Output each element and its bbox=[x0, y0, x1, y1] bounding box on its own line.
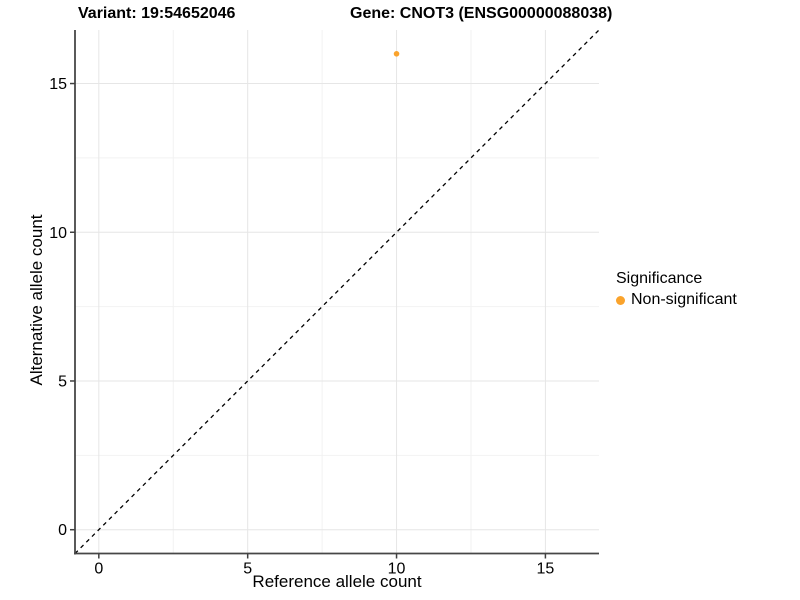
identity-line bbox=[74, 29, 600, 554]
variant-title: Variant: 19:54652046 bbox=[78, 5, 236, 22]
x-tick-label: 15 bbox=[537, 561, 555, 578]
legend-item: Non-significant bbox=[616, 291, 737, 309]
legend: Significance Non-significant bbox=[616, 270, 737, 309]
y-tick-label: 10 bbox=[49, 225, 67, 242]
legend-point-icon bbox=[616, 295, 625, 305]
x-axis-title: Reference allele count bbox=[252, 572, 422, 591]
legend-item-label: Non-significant bbox=[631, 291, 737, 308]
gene-title: Gene: CNOT3 (ENSG00000088038) bbox=[350, 5, 613, 22]
y-axis-title: Alternative allele count bbox=[27, 214, 46, 386]
x-tick-label: 0 bbox=[94, 561, 103, 578]
x-tick-label: 5 bbox=[243, 561, 252, 578]
data-point bbox=[393, 50, 400, 57]
y-tick-label: 5 bbox=[58, 373, 67, 390]
x-tick-label: 10 bbox=[388, 561, 406, 578]
legend-title: Significance bbox=[616, 270, 703, 287]
y-tick-label: 15 bbox=[49, 76, 67, 93]
y-tick-label: 0 bbox=[58, 522, 67, 539]
